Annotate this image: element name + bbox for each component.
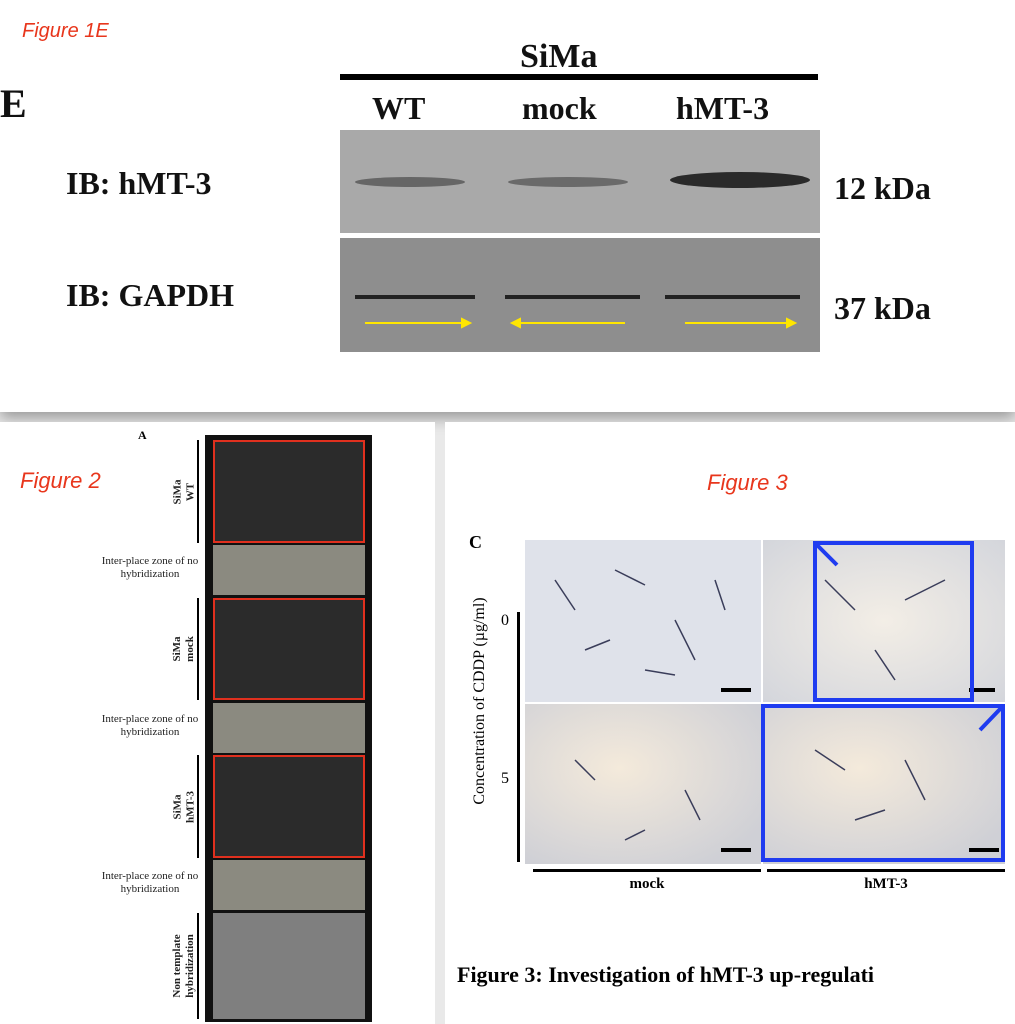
figure1-panel: Figure 1E E SiMa WT mock hMT-3 IB: hMT-3… — [0, 0, 1015, 412]
zone-label-line: hybridization — [184, 934, 196, 998]
array-strip — [205, 435, 372, 1022]
zone-label-line: Inter-place zone of no — [101, 555, 199, 567]
array-zone — [213, 703, 365, 753]
zone-label-line: SiMa — [171, 793, 183, 820]
row-label: 5 — [501, 770, 509, 787]
figure-caption: Figure 2 — [20, 468, 101, 493]
array-zone — [213, 545, 365, 595]
row-label: 0 — [501, 612, 509, 629]
size-label: 37 kDa — [834, 290, 931, 326]
zone-label-line: Inter-place zone of no — [101, 870, 199, 882]
column-label: hMT-3 — [864, 876, 908, 892]
axis-line — [517, 612, 520, 862]
column-line — [767, 869, 1005, 872]
zone-label: Inter-place zone of no hybridization — [80, 870, 220, 896]
zone-label: SiMa hMT-3 — [171, 755, 199, 858]
bracket-line — [197, 598, 199, 700]
blot-label: IB: hMT-3 — [66, 165, 212, 201]
array-zone — [213, 860, 365, 910]
zone-label: SiMa WT — [171, 440, 199, 543]
figure-caption: Figure 3 — [707, 470, 788, 495]
figure3-panel: Figure 3 C Concentration of CDDP (µg/ml)… — [445, 422, 1015, 1024]
column-line — [533, 869, 761, 872]
figure-title: Figure 3: Investigation of hMT-3 up-regu… — [457, 962, 875, 987]
array-zone — [213, 755, 365, 858]
lane-label: mock — [522, 90, 597, 126]
bracket-line — [197, 440, 199, 543]
zone-label-line: SiMa — [171, 478, 183, 505]
lane-label: WT — [372, 90, 426, 126]
figure2-panel: A Figure 2 SiMa WT Inter-place zone of no h… — [0, 422, 435, 1024]
zone-label-line: hMT-3 — [184, 790, 196, 823]
cell-line: SiMa — [520, 38, 598, 75]
zone-label: SiMa mock — [171, 598, 199, 700]
zone-label-line: SiMa — [171, 636, 183, 662]
array-zone — [213, 440, 365, 543]
zone-label-line: Non template — [171, 934, 183, 998]
bracket-line — [197, 913, 199, 1019]
size-label: 12 kDa — [834, 170, 931, 206]
micrographs — [525, 540, 1005, 864]
group-line — [340, 74, 818, 80]
blot-image — [340, 130, 820, 352]
zone-label-line: hybridization — [120, 726, 180, 738]
array-zone — [213, 598, 365, 700]
zone-label: Inter-place zone of no hybridization — [80, 713, 220, 739]
zone-label-line: Inter-place zone of no — [101, 713, 199, 725]
panel-letter: E — [0, 81, 27, 126]
column-label: mock — [629, 876, 665, 892]
zone-label-line: mock — [184, 636, 196, 662]
bracket-line — [197, 755, 199, 858]
zone-label-line: hybridization — [120, 883, 180, 895]
zone-label-line: WT — [184, 482, 196, 501]
y-axis-label: Concentration of CDDP (µg/ml) — [471, 597, 488, 805]
panel-letter: A — [138, 428, 147, 442]
figure-caption: Figure 1E — [22, 20, 109, 42]
lane-label: hMT-3 — [676, 90, 770, 126]
array-zone — [213, 913, 365, 1019]
zone-label-line: hybridization — [120, 568, 180, 580]
panel-letter: C — [469, 532, 482, 552]
blot-label: IB: GAPDH — [66, 277, 234, 313]
zone-label: Non template hybridization — [171, 913, 199, 1019]
zone-label: Inter-place zone of no hybridization — [80, 555, 220, 581]
